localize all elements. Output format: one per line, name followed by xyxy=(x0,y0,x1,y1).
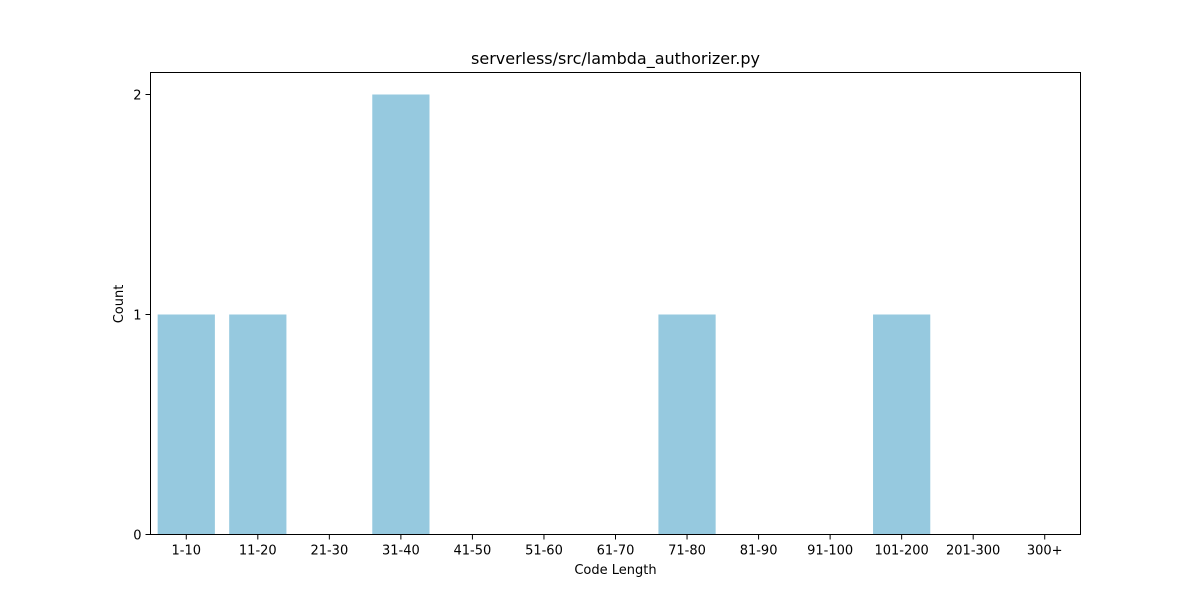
ticks-layer: 1-10 11-20 21-30 31-40 41-50 51-60 61-70 71-80 8… xyxy=(133,89,1062,559)
bar-11-20 xyxy=(229,314,287,535)
x-tick-label: 91-100 xyxy=(807,544,853,559)
bar-1-10 xyxy=(157,314,215,535)
y-tick-label: 2 xyxy=(133,89,141,104)
x-tick-label: 81-90 xyxy=(740,544,778,559)
bar-71-80 xyxy=(658,314,716,535)
y-tick-label: 1 xyxy=(133,309,141,324)
bars-layer xyxy=(157,94,931,535)
x-tick-label: 11-20 xyxy=(239,544,277,559)
x-tick-label: 51-60 xyxy=(525,544,563,559)
x-tick-label: 201-300 xyxy=(946,544,1000,559)
bar-31-40 xyxy=(372,94,430,535)
x-tick-label: 21-30 xyxy=(310,544,348,559)
y-axis-label: Count xyxy=(112,285,127,324)
x-tick-label: 41-50 xyxy=(454,544,492,559)
x-tick-label: 71-80 xyxy=(668,544,706,559)
bar-101-200 xyxy=(873,314,931,535)
x-axis-label: Code Length xyxy=(574,563,656,578)
y-tick-label: 0 xyxy=(133,529,141,544)
x-tick-label: 101-200 xyxy=(874,544,928,559)
x-tick-label: 61-70 xyxy=(597,544,635,559)
chart-title: serverless/src/lambda_authorizer.py xyxy=(471,49,760,69)
x-tick-label: 31-40 xyxy=(382,544,420,559)
x-tick-label: 1-10 xyxy=(172,544,202,559)
x-tick-label: 300+ xyxy=(1027,544,1063,559)
plot-area-frame xyxy=(150,72,1081,535)
